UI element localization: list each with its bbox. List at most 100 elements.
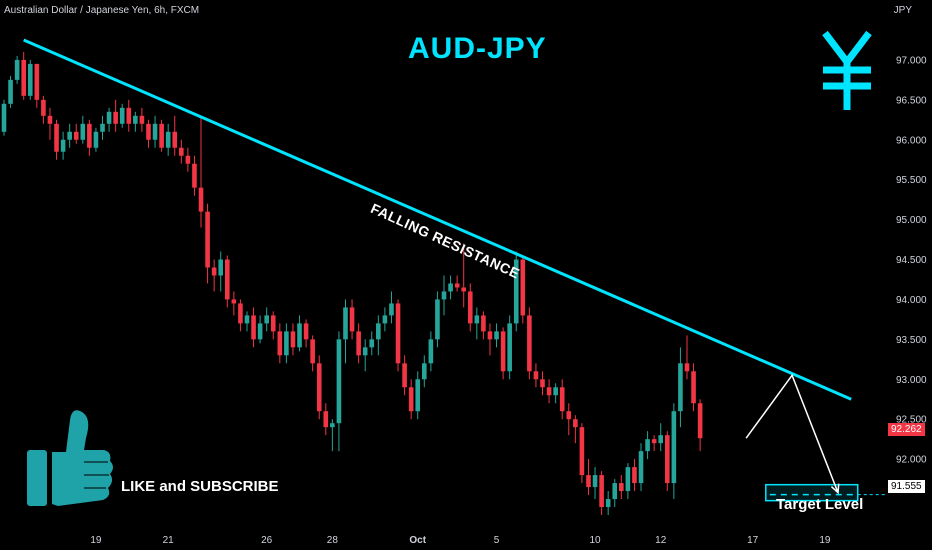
candle (612, 479, 618, 508)
candle-body (159, 123, 164, 148)
candle (67, 123, 72, 148)
candle (303, 319, 309, 348)
candle-body (592, 475, 598, 488)
candle-body (100, 123, 105, 132)
candle (159, 119, 164, 152)
candle-body (231, 299, 237, 304)
candle (343, 299, 348, 364)
candle-body (376, 323, 381, 340)
candle-body (139, 115, 145, 124)
last-price-badge: 92.262 (888, 423, 925, 436)
target-price-badge: 91.555 (888, 480, 925, 493)
candle (533, 363, 539, 388)
like-subscribe-text: LIKE and SUBSCRIBE (121, 478, 279, 495)
candle (113, 99, 118, 132)
candle (369, 331, 375, 356)
candle-body (244, 315, 250, 324)
candle-body (454, 283, 460, 288)
candle-body (146, 123, 151, 140)
y-tick-label: 93.000 (896, 375, 927, 386)
x-tick-label: 26 (261, 535, 273, 546)
candle-body (684, 363, 690, 372)
candle-body (461, 287, 466, 292)
candle-body (198, 187, 204, 212)
candle (185, 147, 191, 172)
candle (474, 307, 480, 340)
candle (566, 403, 572, 436)
y-tick-label: 92.000 (896, 455, 927, 466)
candle (487, 323, 493, 356)
candle-body (533, 371, 539, 380)
candle (605, 491, 611, 516)
candle (415, 371, 421, 420)
candle-body (80, 123, 86, 140)
candle (553, 383, 558, 404)
candle-body (133, 115, 138, 124)
candle (500, 327, 506, 380)
y-tick-label: 94.500 (896, 255, 927, 266)
candle-body (389, 303, 394, 316)
candle (671, 403, 677, 500)
candle-body (165, 131, 171, 148)
candle-body (270, 315, 276, 332)
candle (1, 99, 7, 136)
candle (448, 275, 453, 300)
candle-body (507, 323, 512, 372)
candle (310, 335, 315, 372)
candle (395, 299, 401, 372)
candle-body (119, 107, 125, 124)
candle-body (645, 439, 650, 452)
candle-body (73, 131, 79, 140)
candle (27, 59, 33, 100)
candle-body (323, 411, 329, 428)
candle-body (21, 59, 26, 96)
candle (21, 51, 26, 100)
candle-body (664, 435, 670, 484)
candle-body (651, 439, 657, 444)
candle-body (671, 411, 677, 484)
candle-body (238, 303, 243, 324)
candle-body (47, 115, 53, 124)
candle-body (612, 483, 618, 500)
y-tick-label: 95.500 (896, 175, 927, 186)
projection-arrowhead (830, 483, 840, 495)
candle (454, 275, 460, 292)
x-tick-label: 19 (90, 535, 102, 546)
candle-body (257, 323, 263, 340)
candle-body (172, 131, 178, 148)
candle-body (474, 315, 480, 324)
y-axis[interactable]: 97.000 96.500 96.000 95.500 95.000 94.500 94.0… (896, 55, 927, 465)
candle-body (494, 331, 499, 340)
candle-body (126, 107, 132, 124)
candle (264, 307, 269, 332)
candle-body (316, 363, 322, 412)
candle (133, 111, 138, 132)
candle (224, 255, 230, 308)
candle-body (487, 331, 493, 340)
x-axis[interactable]: 19 21 26 28 Oct 5 10 12 17 19 (90, 535, 831, 546)
candle (270, 311, 276, 340)
candle (257, 315, 263, 344)
candle-body (435, 299, 440, 340)
candle (316, 355, 322, 420)
candle (356, 323, 361, 364)
candle (80, 115, 86, 144)
candle (205, 203, 210, 284)
chart-title: AUD-JPY (408, 32, 547, 65)
candle (408, 379, 414, 420)
candle (290, 323, 296, 356)
x-tick-label: 19 (819, 535, 831, 546)
candle (527, 307, 532, 380)
candle-body (408, 387, 414, 412)
candle-body (205, 211, 210, 268)
candle-body (632, 467, 637, 484)
candle (586, 459, 591, 496)
candle-body (277, 331, 283, 356)
candle-body (402, 363, 407, 388)
y-tick-label: 96.000 (896, 135, 927, 146)
candle (422, 355, 427, 388)
y-tick-label: 94.000 (896, 295, 927, 306)
candle (592, 467, 598, 500)
candle (8, 75, 13, 108)
